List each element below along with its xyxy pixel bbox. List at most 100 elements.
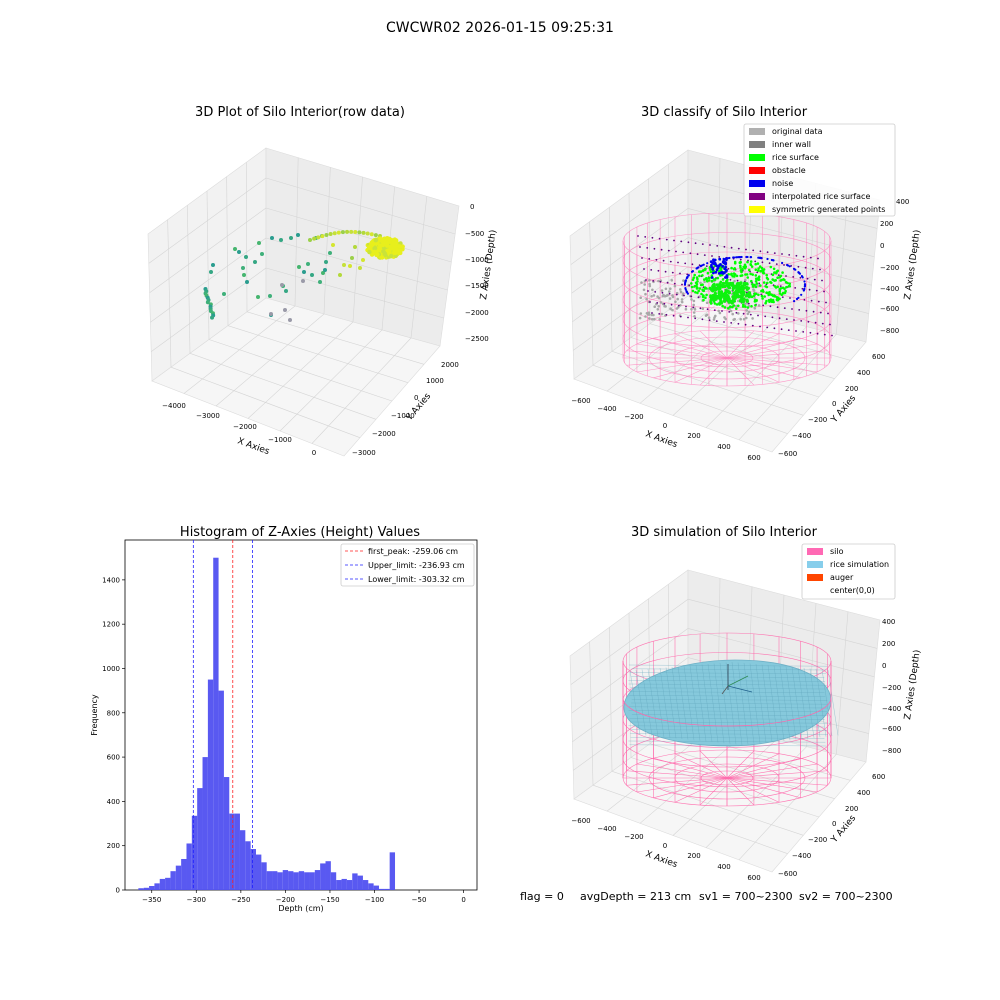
p2-legend-swatch <box>749 193 765 200</box>
p2-point <box>746 276 749 279</box>
p1-point <box>242 273 246 277</box>
p2-point <box>679 304 682 307</box>
p2-point <box>645 297 648 301</box>
p2-point <box>737 322 740 325</box>
hist-y-tick-label: 400 <box>107 798 120 806</box>
p2-point <box>761 261 764 264</box>
p2-point <box>794 287 797 289</box>
p2-point <box>722 299 727 303</box>
p2-legend-swatch <box>749 180 765 187</box>
p2-point <box>823 333 826 336</box>
p2-point <box>730 322 733 324</box>
hist-bar <box>261 862 267 890</box>
p2-point <box>653 305 656 309</box>
p2-point <box>746 286 750 290</box>
axes-grid-line <box>187 205 191 354</box>
p2-point <box>643 283 646 286</box>
axes-grid-line <box>687 628 875 678</box>
hist-y-tick-label: 0 <box>116 887 120 895</box>
p2-point <box>701 295 705 299</box>
p2-point <box>681 292 685 295</box>
p2-point <box>785 285 788 289</box>
p2-point <box>735 311 738 314</box>
rice-mesh-line <box>671 666 683 740</box>
p2-point <box>672 314 675 317</box>
p2-point <box>650 269 653 271</box>
p4-ztick: −400 <box>882 705 901 713</box>
p4-legend-items: silo rice simulation auger center(0,0) <box>807 547 889 595</box>
p2-point <box>674 300 677 304</box>
p2-point <box>795 330 797 332</box>
p1-ztick: −500 <box>465 230 484 238</box>
rice-mesh-line <box>641 669 653 737</box>
p2-point <box>644 292 647 296</box>
p2-point <box>778 297 781 301</box>
hist-bar <box>288 871 294 890</box>
axes-grid-line <box>672 738 778 836</box>
axes-grid-line <box>570 178 689 265</box>
p2-point <box>742 312 745 315</box>
p1-point <box>237 250 241 254</box>
p2-legend-swatch <box>749 167 765 174</box>
p2-legend-swatch <box>749 128 765 135</box>
p2-point <box>673 284 677 288</box>
axes-grid-line <box>836 611 849 755</box>
p2-point <box>759 269 763 273</box>
panel4-legend: silo rice simulation auger center(0,0) <box>801 543 896 600</box>
panel4-rice-surface <box>623 659 839 747</box>
p2-point <box>766 281 769 285</box>
rice-mesh-line <box>737 662 749 745</box>
p2-point <box>646 247 649 249</box>
p2-point <box>769 305 772 308</box>
p1-point <box>209 270 213 274</box>
rice-mesh-line <box>719 662 731 744</box>
p2-point <box>722 271 726 275</box>
p2-point <box>737 299 740 303</box>
p2-point <box>698 274 701 278</box>
axes-grid-line <box>571 628 689 714</box>
p4-xtick: −200 <box>624 833 643 841</box>
p1-point <box>211 263 215 267</box>
p2-point <box>699 307 702 310</box>
p1-point <box>353 230 358 235</box>
p2-point <box>761 288 764 292</box>
panel1-points <box>203 229 405 322</box>
p2-point <box>679 272 681 275</box>
p2-point <box>669 307 672 311</box>
p2-point <box>770 281 773 285</box>
p1-point <box>373 233 378 238</box>
hist-y-tick-label: 600 <box>107 754 120 762</box>
p2-point <box>696 280 699 283</box>
p2-ztick: −200 <box>880 264 899 272</box>
panel2-points <box>637 235 833 337</box>
status-flag: flag = 0 <box>520 890 564 903</box>
rice-mesh-line <box>665 667 677 739</box>
hist-bar <box>272 871 278 890</box>
p2-point <box>753 307 757 310</box>
p2-point <box>691 263 694 266</box>
axes-grid-line <box>672 318 778 416</box>
p2-point <box>772 267 776 271</box>
p4-xtick: 600 <box>747 874 760 882</box>
p1-point <box>270 236 274 240</box>
p1-xlabel: X Axies <box>236 436 271 457</box>
p2-point <box>658 313 661 315</box>
p2-point <box>691 289 695 293</box>
p2-point <box>754 260 757 263</box>
p2-point <box>668 290 671 293</box>
p2-point <box>663 304 666 308</box>
p2-point <box>711 268 715 271</box>
p2-point <box>754 274 758 277</box>
status-line: flag = 0 avgDepth = 213 cm sv1 = 700~230… <box>520 890 893 903</box>
p1-point <box>397 248 403 254</box>
p2-point <box>744 278 747 282</box>
p2-point <box>803 284 807 287</box>
rice-mesh-line <box>630 737 825 739</box>
p2-point <box>713 316 716 319</box>
hist-bar <box>154 883 160 890</box>
figure-suptitle: CWCWR02 2026-01-15 09:25:31 <box>386 20 614 36</box>
p2-point <box>735 274 739 278</box>
p1-point <box>324 233 329 238</box>
p2-point <box>811 267 814 270</box>
axes-grid-line <box>265 267 444 319</box>
